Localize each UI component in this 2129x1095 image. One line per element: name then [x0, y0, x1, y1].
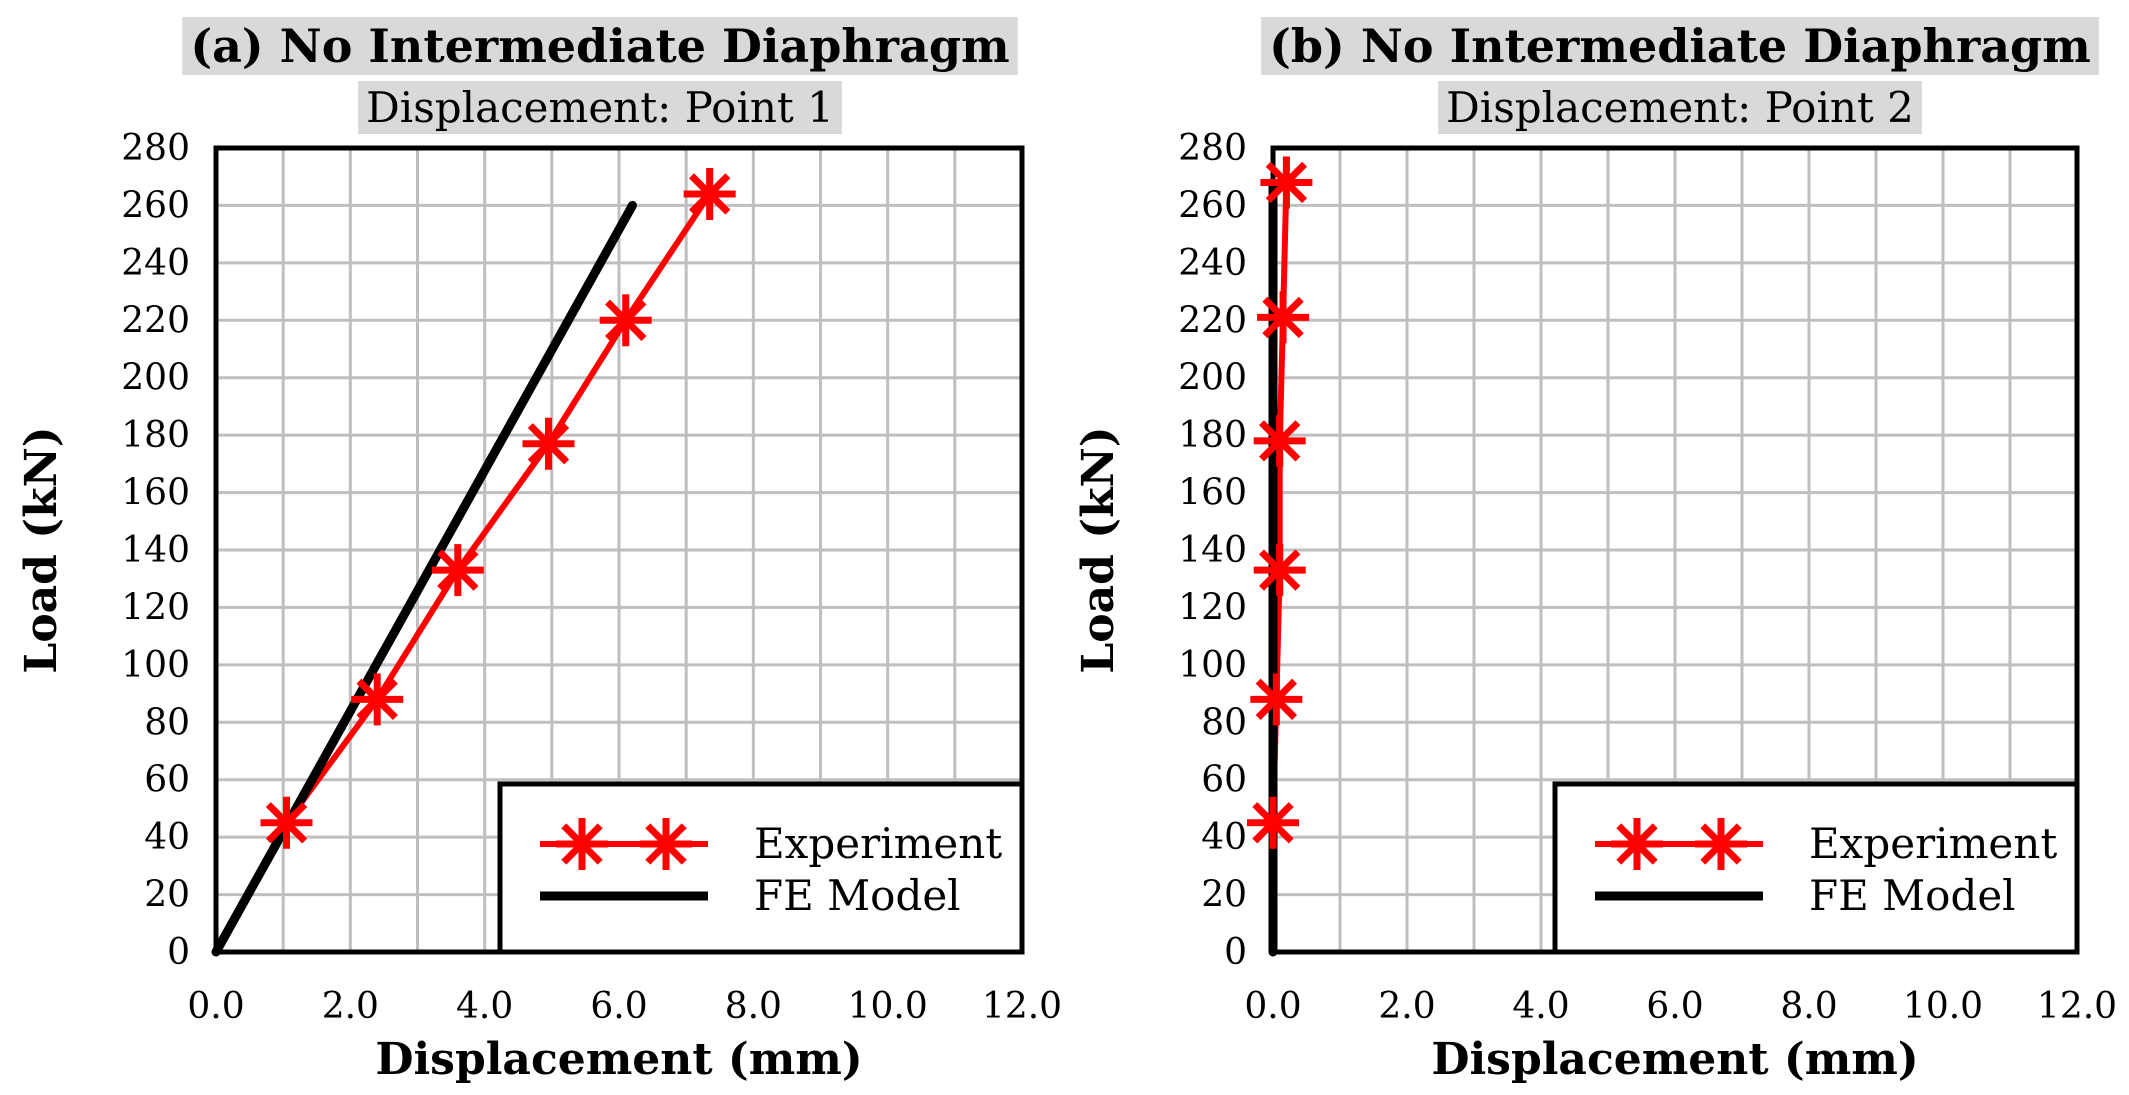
experiment-marker: [1253, 544, 1306, 597]
x-tick-label: 10.0: [1903, 986, 1983, 1027]
y-tick-label: 160: [1178, 473, 1247, 514]
experiment-marker: [1250, 673, 1303, 726]
y-tick-label: 240: [1178, 243, 1247, 284]
y-tick-label: 200: [1178, 358, 1247, 399]
chart-subtitle-background: [358, 81, 842, 134]
y-tick-label: 280: [121, 128, 190, 169]
y-tick-label: 140: [1178, 530, 1247, 571]
legend-marker-experiment: [640, 818, 692, 870]
chart-panel-a: (a) No Intermediate Diaphragm Displacemen…: [16, 17, 1062, 1085]
legend-label-experiment: Experiment: [754, 819, 1002, 868]
x-tick-label: 6.0: [1646, 986, 1703, 1027]
x-tick-label: 12.0: [2037, 986, 2117, 1027]
y-axis-label: Load (kN): [16, 426, 67, 673]
legend-label-fe-model: FE Model: [754, 871, 961, 920]
y-tick-label: 180: [1178, 415, 1247, 456]
chart-subtitle-background: [1438, 81, 1922, 134]
y-tick-label: 0: [1224, 932, 1247, 973]
chart-title-background: [182, 17, 1018, 75]
y-tick-label: 220: [1178, 300, 1247, 341]
chart-title-background: [1261, 17, 2099, 75]
experiment-marker: [599, 294, 652, 347]
legend-marker-experiment: [556, 818, 608, 870]
y-tick-label: 80: [1201, 702, 1247, 743]
chart-title: (a) No Intermediate Diaphragm: [190, 19, 1009, 73]
experiment-marker: [431, 544, 484, 597]
y-tick-label: 260: [121, 185, 190, 226]
x-axis-label: Displacement (mm): [375, 1034, 862, 1085]
y-tick-label: 120: [121, 587, 190, 628]
y-tick-label: 80: [144, 702, 190, 743]
x-tick-label: 4.0: [1512, 986, 1569, 1027]
x-tick-label: 8.0: [725, 986, 782, 1027]
legend-box: [1552, 781, 2080, 955]
legend-marker-experiment: [1611, 818, 1663, 870]
x-tick-label: 2.0: [1378, 986, 1435, 1027]
y-tick-label: 140: [121, 530, 190, 571]
y-tick-label: 160: [121, 473, 190, 514]
x-tick-label: 0.0: [187, 986, 244, 1027]
y-tick-label: 280: [1178, 128, 1247, 169]
y-tick-label: 100: [1178, 645, 1247, 686]
y-tick-label: 120: [1178, 587, 1247, 628]
chart-subtitle: Displacement: Point 1: [366, 83, 834, 132]
experiment-marker: [351, 673, 404, 726]
x-tick-label: 2.0: [322, 986, 379, 1027]
experiment-marker: [1253, 414, 1306, 467]
chart-title: (b) No Intermediate Diaphragm: [1269, 19, 2091, 73]
y-tick-label: 240: [121, 243, 190, 284]
x-tick-label: 4.0: [456, 986, 513, 1027]
y-tick-label: 40: [1201, 817, 1247, 858]
x-tick-label: 6.0: [590, 986, 647, 1027]
experiment-marker: [683, 167, 736, 220]
experiment-marker: [260, 796, 313, 849]
y-tick-label: 60: [1201, 760, 1247, 801]
experiment-marker: [522, 417, 575, 470]
experiment-marker: [1247, 796, 1299, 849]
y-tick-label: 0: [167, 932, 190, 973]
legend-label-experiment: Experiment: [1809, 819, 2057, 868]
legend-label-fe-model: FE Model: [1809, 871, 2016, 920]
y-tick-label: 100: [121, 645, 190, 686]
y-tick-label: 180: [121, 415, 190, 456]
y-tick-label: 260: [1178, 185, 1247, 226]
y-tick-label: 40: [144, 817, 190, 858]
y-tick-label: 60: [144, 760, 190, 801]
x-tick-label: 8.0: [1780, 986, 1837, 1027]
legend-box: [497, 781, 1025, 955]
y-tick-label: 200: [121, 358, 190, 399]
chart-subtitle: Displacement: Point 2: [1446, 83, 1914, 132]
experiment-marker: [1260, 156, 1313, 209]
y-axis-label: Load (kN): [1073, 426, 1124, 673]
y-tick-label: 20: [144, 875, 190, 916]
legend-marker-experiment: [1695, 818, 1747, 870]
y-tick-label: 20: [1201, 875, 1247, 916]
chart-panel-b: (b) No Intermediate Diaphragm Displacemen…: [1073, 17, 2117, 1085]
x-axis-label: Displacement (mm): [1431, 1034, 1918, 1085]
x-tick-label: 0.0: [1244, 986, 1301, 1027]
x-tick-label: 10.0: [848, 986, 928, 1027]
y-tick-label: 220: [121, 300, 190, 341]
x-tick-label: 12.0: [982, 986, 1062, 1027]
experiment-marker: [1257, 291, 1310, 344]
